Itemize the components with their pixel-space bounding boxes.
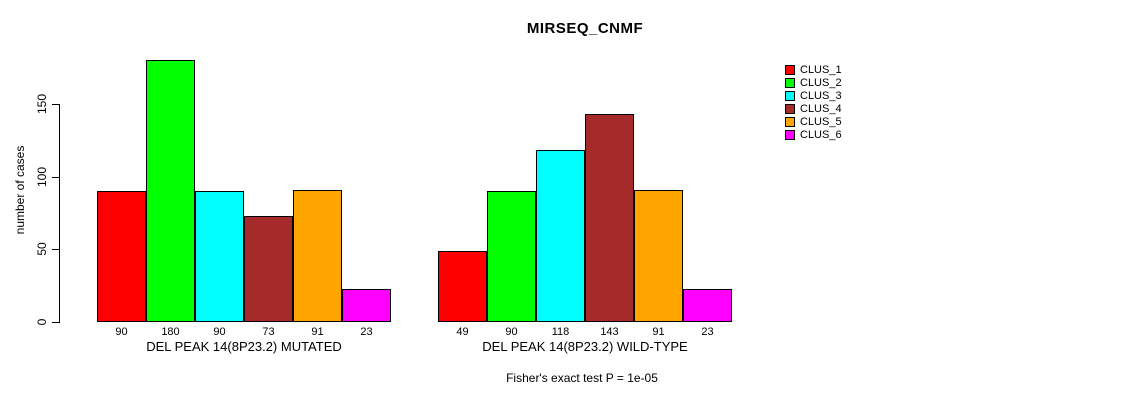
- bar-clus_2-group1: [146, 60, 195, 322]
- y-tick-label-150: 150: [35, 93, 49, 115]
- bar-value-label: 90: [505, 326, 518, 338]
- legend-swatch-clus_6: [785, 130, 795, 140]
- legend-label-clus_4: CLUS_4: [800, 103, 842, 115]
- y-tick-0: [52, 322, 60, 323]
- bar-value-label: 180: [161, 326, 180, 338]
- bar-value-label: 90: [115, 326, 128, 338]
- group-label-wild-type: DEL PEAK 14(8P23.2) WILD-TYPE: [482, 339, 688, 354]
- bar-value-label: 118: [551, 326, 570, 338]
- bar-value-label: 90: [213, 326, 226, 338]
- legend-label-clus_2: CLUS_2: [800, 77, 842, 89]
- bar-value-label: 91: [652, 326, 665, 338]
- legend-swatch-clus_1: [785, 65, 795, 75]
- group-label-mutated: DEL PEAK 14(8P23.2) MUTATED: [146, 339, 342, 354]
- legend-label-clus_1: CLUS_1: [800, 64, 842, 76]
- bar-clus_1-group2: [438, 251, 487, 322]
- legend-label-clus_5: CLUS_5: [800, 116, 842, 128]
- bar-value-label: 23: [360, 326, 373, 338]
- bar-value-label: 23: [701, 326, 714, 338]
- bar-clus_6-group2: [683, 289, 732, 322]
- legend-swatch-clus_4: [785, 104, 795, 114]
- legend-swatch-clus_2: [785, 78, 795, 88]
- fisher-test-annotation: Fisher's exact test P = 1e-05: [506, 371, 658, 385]
- bar-value-label: 91: [311, 326, 324, 338]
- bar-clus_5-group1: [293, 190, 342, 322]
- y-axis-label: number of cases: [13, 145, 27, 235]
- bar-value-label: 143: [600, 326, 619, 338]
- bar-value-label: 73: [262, 326, 275, 338]
- chart-title: MIRSEQ_CNMF: [526, 20, 644, 37]
- legend-swatch-clus_5: [785, 117, 795, 127]
- bar-clus_4-group1: [244, 216, 293, 322]
- bar-clus_3-group2: [536, 150, 585, 322]
- y-tick-100: [52, 177, 60, 178]
- legend-label-clus_3: CLUS_3: [800, 90, 842, 102]
- legend-label-clus_6: CLUS_6: [800, 129, 842, 141]
- bar-value-label: 49: [456, 326, 469, 338]
- y-tick-50: [52, 249, 60, 250]
- bar-clus_5-group2: [634, 190, 683, 322]
- y-tick-label-50: 50: [35, 242, 49, 256]
- bar-clus_2-group2: [487, 191, 536, 322]
- bar-clus_6-group1: [342, 289, 391, 322]
- y-tick-150: [52, 104, 60, 105]
- bar-clus_4-group2: [585, 114, 634, 322]
- bar-clus_3-group1: [195, 191, 244, 322]
- y-axis-line: [59, 104, 60, 323]
- bar-clus_1-group1: [97, 191, 146, 322]
- y-tick-label-0: 0: [35, 318, 49, 326]
- legend-swatch-clus_3: [785, 91, 795, 101]
- y-tick-label-100: 100: [35, 166, 49, 188]
